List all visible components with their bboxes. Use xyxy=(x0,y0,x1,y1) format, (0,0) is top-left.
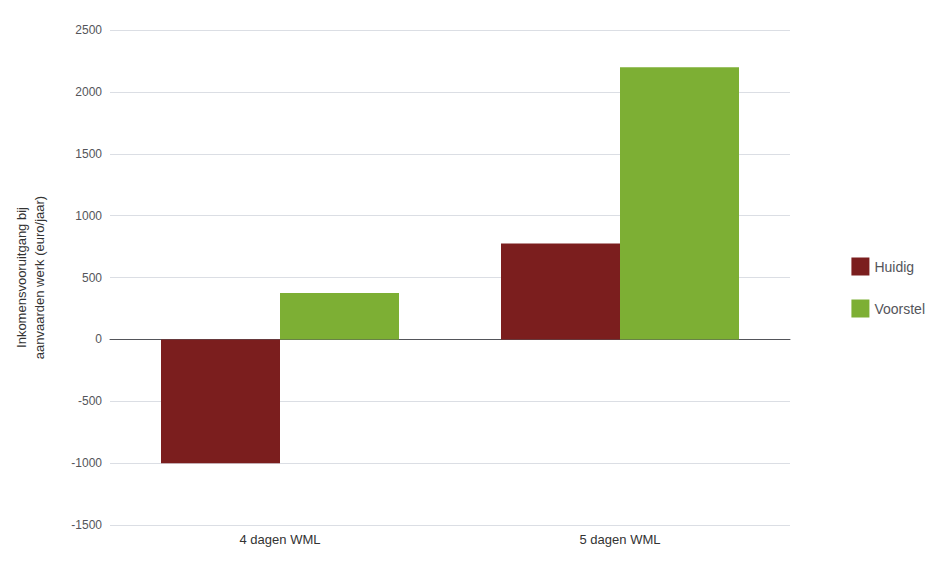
svg-text:Inkomensvooruitgang bij: Inkomensvooruitgang bij xyxy=(14,207,29,348)
svg-text:aanvaarden werk (euro/jaar): aanvaarden werk (euro/jaar) xyxy=(32,196,47,359)
svg-text:4 dagen WML: 4 dagen WML xyxy=(240,532,321,547)
svg-text:2000: 2000 xyxy=(75,85,102,99)
svg-text:Huidig: Huidig xyxy=(874,259,914,275)
svg-text:2500: 2500 xyxy=(75,23,102,37)
svg-text:0: 0 xyxy=(95,332,102,346)
svg-text:1500: 1500 xyxy=(75,147,102,161)
svg-text:1000: 1000 xyxy=(75,209,102,223)
svg-text:500: 500 xyxy=(82,271,102,285)
svg-text:Voorstel: Voorstel xyxy=(874,301,925,317)
svg-text:-1500: -1500 xyxy=(71,518,102,532)
svg-text:-500: -500 xyxy=(78,394,102,408)
svg-text:5 dagen WML: 5 dagen WML xyxy=(580,532,661,547)
svg-text:-1000: -1000 xyxy=(71,456,102,470)
